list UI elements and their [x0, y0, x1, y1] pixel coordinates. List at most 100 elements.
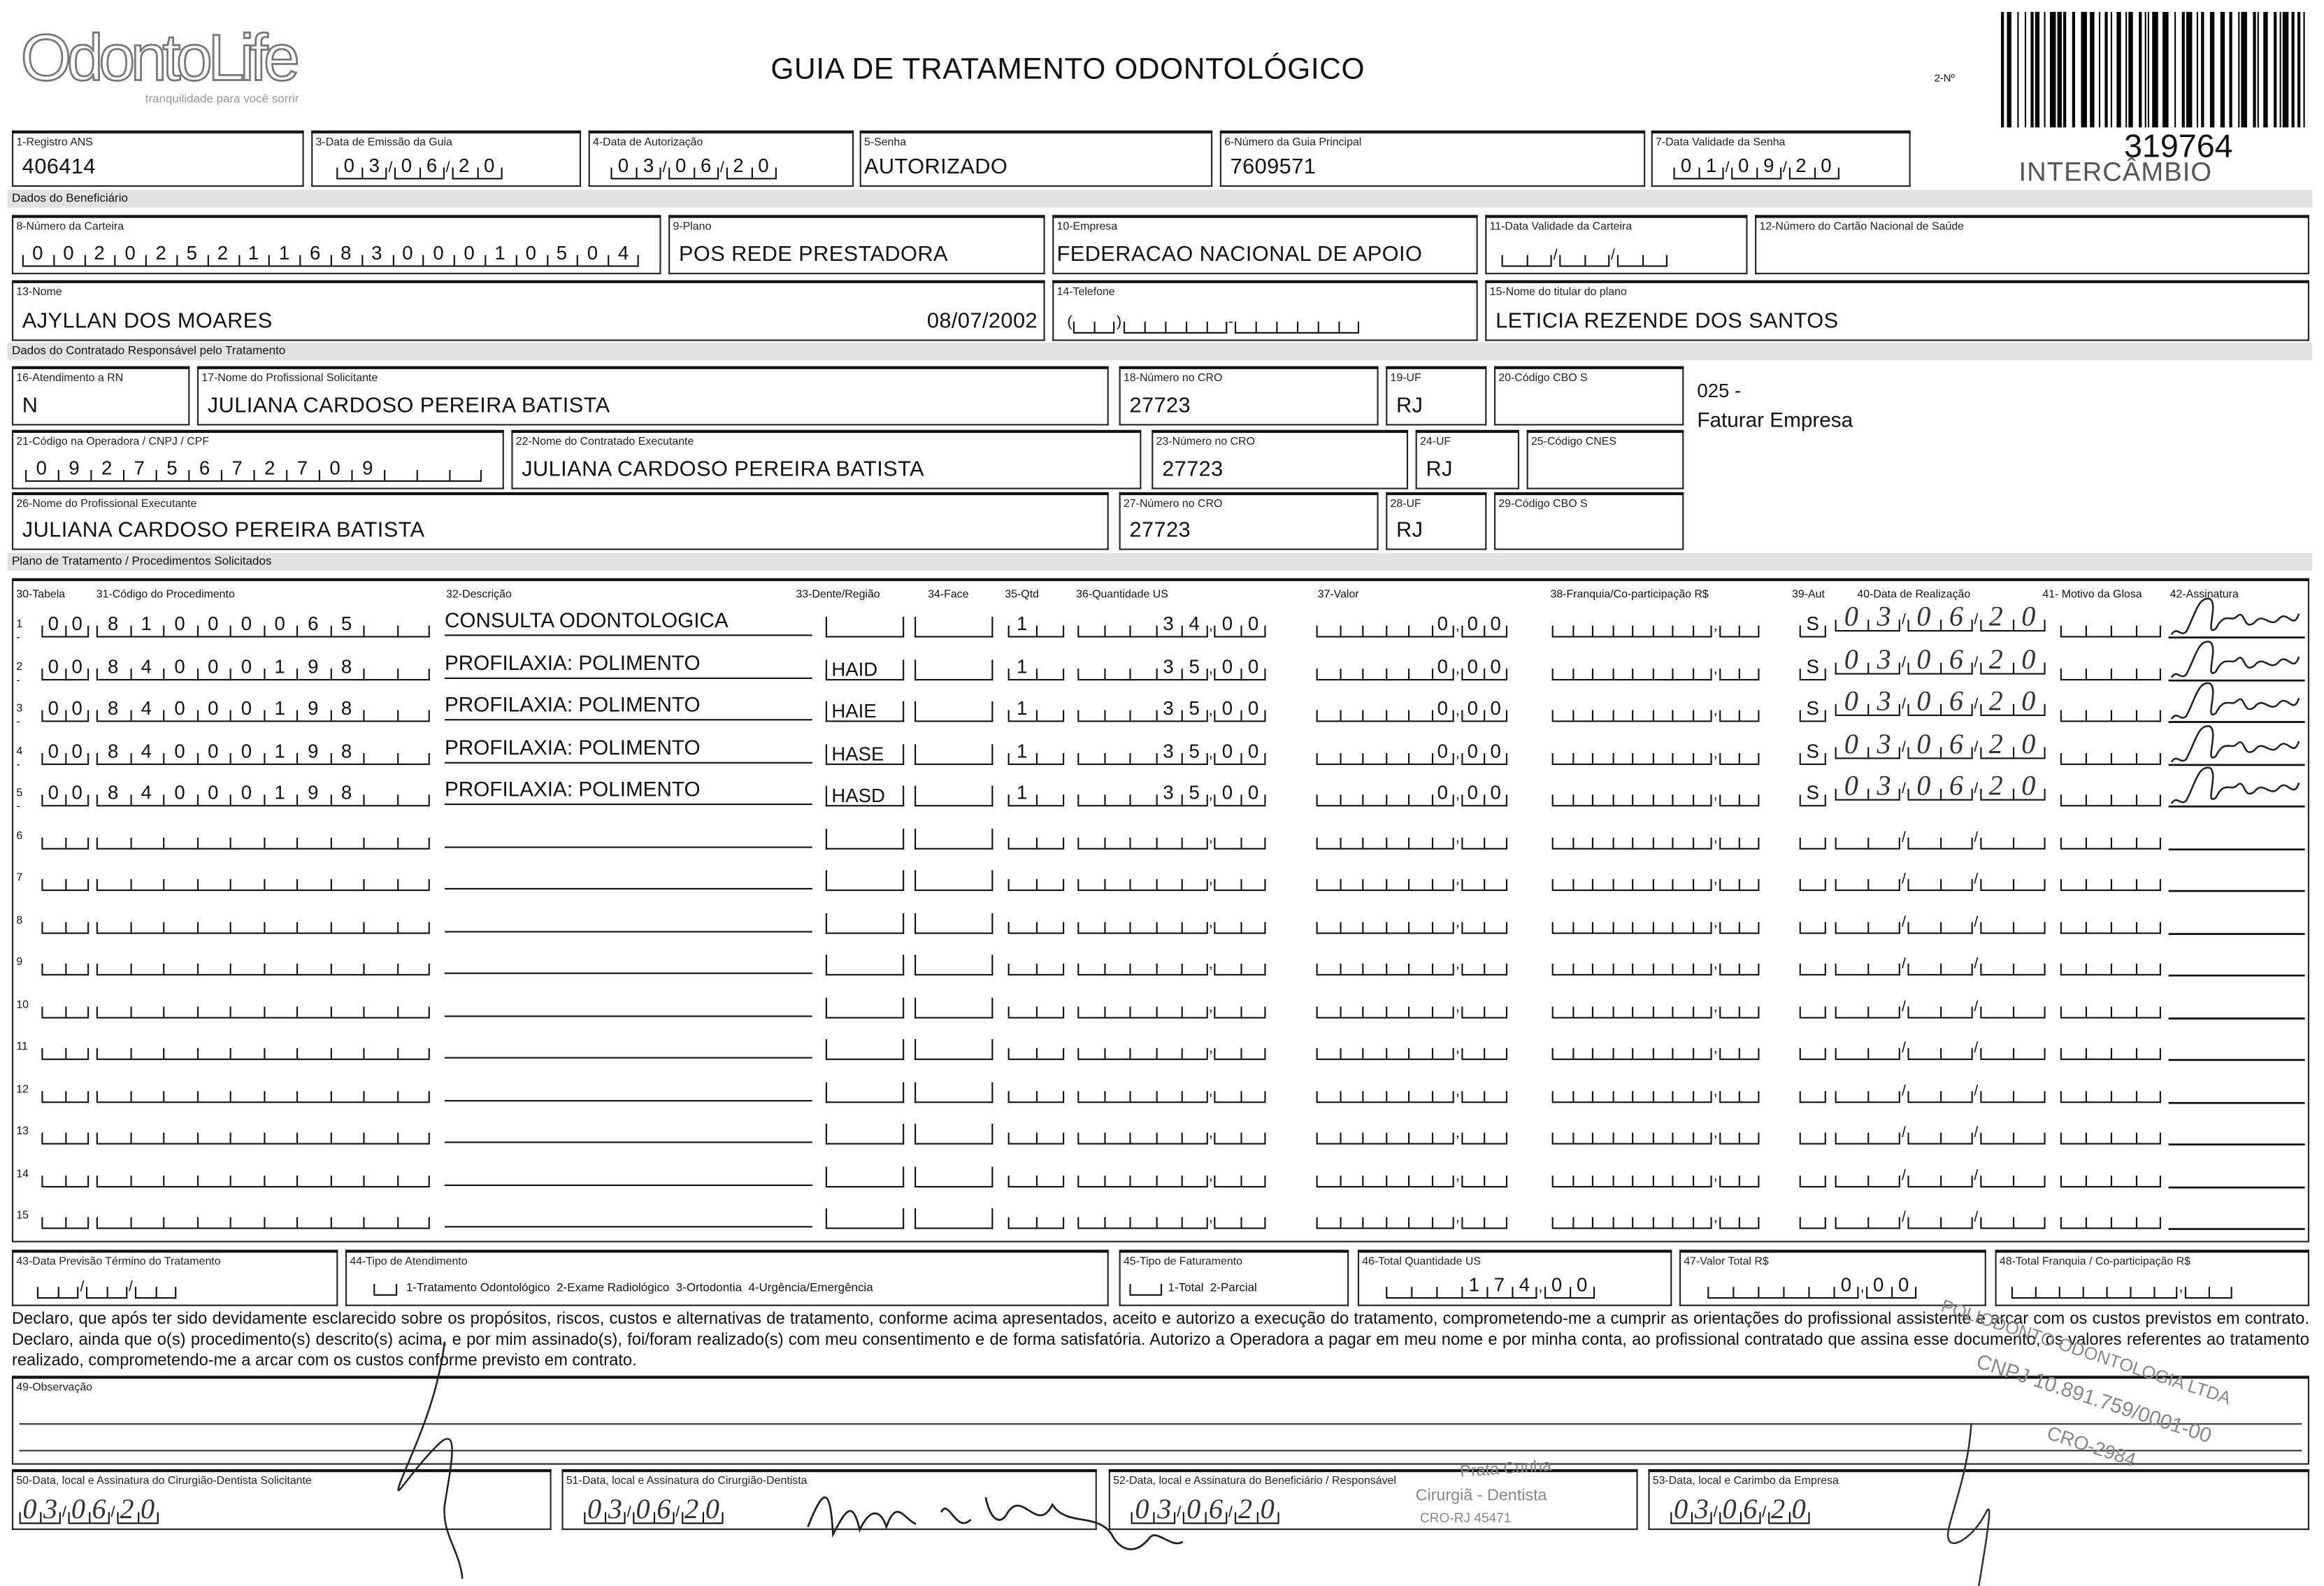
- glosa-field[interactable]: [2060, 1076, 2161, 1103]
- qtd-us-field[interactable]: ,: [1077, 822, 1267, 849]
- assinatura-solicitante-field[interactable]: 50-Data, local e Assinatura do Cirurgião…: [11, 1469, 552, 1530]
- qtd-field[interactable]: 1: [1007, 610, 1065, 638]
- dente-field[interactable]: [825, 1208, 905, 1229]
- signature-line[interactable]: [2165, 1142, 2306, 1192]
- dente-field[interactable]: [825, 616, 905, 638]
- dente-field[interactable]: [825, 996, 905, 1018]
- profissional-solicitante-field[interactable]: 17-Nome do Profissional Solicitante JULI…: [196, 366, 1109, 426]
- tipo-faturamento-field[interactable]: 45-Tipo de Faturamento 1-Total 2-Parcial: [1119, 1250, 1349, 1306]
- dente-field[interactable]: [825, 912, 905, 934]
- face-field[interactable]: [914, 1166, 994, 1187]
- signature[interactable]: [2165, 720, 2306, 770]
- qtd-field[interactable]: [1007, 949, 1065, 976]
- tabela-field[interactable]: [41, 991, 89, 1018]
- qtd-us-field[interactable]: ,: [1077, 1034, 1267, 1060]
- registro-ans-field[interactable]: 1-Registro ANS 406414: [11, 130, 304, 187]
- franquia-field[interactable]: ,: [1551, 906, 1759, 934]
- face-field[interactable]: [914, 701, 994, 722]
- dente-field[interactable]: HASE: [825, 743, 905, 764]
- signature[interactable]: [2165, 635, 2306, 685]
- valor-field[interactable]: ,: [1316, 949, 1507, 976]
- glosa-field[interactable]: [2060, 695, 2161, 722]
- franquia-field[interactable]: ,: [1551, 610, 1759, 638]
- face-field[interactable]: [914, 1123, 994, 1145]
- nome-field[interactable]: 13-Nome AJYLLAN DOS MOARES 08/07/2002: [11, 280, 1045, 341]
- face-field[interactable]: [914, 955, 994, 976]
- qtd-field[interactable]: [1007, 864, 1065, 892]
- plano-field[interactable]: 9-Plano POS REDE PRESTADORA: [668, 215, 1045, 275]
- signature-line[interactable]: [2165, 889, 2306, 939]
- qtd-field[interactable]: [1007, 906, 1065, 934]
- glosa-field[interactable]: [2060, 653, 2161, 680]
- valor-field[interactable]: ,: [1316, 864, 1507, 892]
- aut-field[interactable]: [1799, 1076, 1826, 1103]
- dente-field[interactable]: [825, 828, 905, 849]
- descricao-field[interactable]: [444, 862, 812, 890]
- dente-field[interactable]: [825, 1039, 905, 1060]
- glosa-field[interactable]: [2060, 1202, 2161, 1229]
- aut-field[interactable]: [1799, 949, 1826, 976]
- face-field[interactable]: [914, 870, 994, 892]
- total-franquia-field[interactable]: 48-Total Franquia / Co-participação R$ ,: [1995, 1250, 2309, 1306]
- descricao-field[interactable]: [444, 903, 812, 932]
- codigo-field[interactable]: [96, 949, 430, 976]
- valor-field[interactable]: ,: [1316, 1076, 1507, 1103]
- codigo-field[interactable]: [96, 1160, 430, 1187]
- empresa-field[interactable]: 10-Empresa FEDERACAO NACIONAL DE APOIO: [1052, 215, 1478, 275]
- codigo-field[interactable]: [96, 1034, 430, 1060]
- aut-field[interactable]: [1799, 906, 1826, 934]
- uf-executante-field[interactable]: 28-UF RJ: [1386, 492, 1487, 550]
- codigo-field[interactable]: [96, 906, 430, 934]
- franquia-field[interactable]: ,: [1551, 1117, 1759, 1145]
- glosa-field[interactable]: [2060, 949, 2161, 976]
- cnes-field[interactable]: 25-Código CNES: [1526, 429, 1684, 490]
- dente-field[interactable]: HASD: [825, 785, 905, 807]
- codigo-field[interactable]: [96, 864, 430, 892]
- uf-contratado-field[interactable]: 24-UF RJ: [1415, 429, 1519, 490]
- face-field[interactable]: [914, 828, 994, 849]
- data-realizacao-field[interactable]: / /: [1835, 1034, 2045, 1060]
- qtd-us-field[interactable]: ,: [1077, 1160, 1267, 1187]
- data-realizacao-field[interactable]: / /: [1835, 991, 2045, 1018]
- data-realizacao-field[interactable]: 0 3/0 6/2 0: [1835, 603, 2045, 631]
- codigo-field[interactable]: [96, 991, 430, 1018]
- face-field[interactable]: [914, 912, 994, 934]
- signature-line[interactable]: [2165, 804, 2306, 855]
- signature[interactable]: [2165, 762, 2306, 813]
- franquia-field[interactable]: ,: [1551, 780, 1759, 807]
- uf-solicitante-field[interactable]: 19-UF RJ: [1386, 366, 1487, 426]
- face-field[interactable]: [914, 1039, 994, 1060]
- glosa-field[interactable]: [2060, 864, 2161, 892]
- codigo-field[interactable]: [96, 1076, 430, 1103]
- signature-line[interactable]: [2165, 1058, 2306, 1108]
- face-field[interactable]: [914, 659, 994, 680]
- codigo-field[interactable]: [96, 1202, 430, 1229]
- valor-field[interactable]: ,: [1316, 1202, 1507, 1229]
- cro-executante-field[interactable]: 27-Número no CRO 27723: [1119, 492, 1379, 550]
- descricao-field[interactable]: [444, 1199, 812, 1228]
- glosa-field[interactable]: [2060, 991, 2161, 1018]
- tabela-field[interactable]: [41, 1076, 89, 1103]
- signature[interactable]: [2165, 678, 2306, 728]
- dente-field[interactable]: [825, 870, 905, 892]
- data-realizacao-field[interactable]: 0 3/0 6/2 0: [1835, 730, 2045, 758]
- data-realizacao-field[interactable]: / /: [1835, 822, 2045, 849]
- descricao-field[interactable]: PROFILAXIA: POLIMENTO: [444, 650, 812, 678]
- aut-field[interactable]: [1799, 822, 1826, 849]
- tipo-atendimento-field[interactable]: 44-Tipo de Atendimento 1-Tratamento Odon…: [345, 1250, 1109, 1306]
- titular-field[interactable]: 15-Nome do titular do plano LETICIA REZE…: [1485, 280, 2309, 341]
- qtd-field[interactable]: 1: [1007, 738, 1065, 764]
- signature-line[interactable]: [2165, 931, 2306, 981]
- aut-field[interactable]: S: [1799, 738, 1826, 764]
- franquia-field[interactable]: ,: [1551, 991, 1759, 1018]
- glosa-field[interactable]: [2060, 1160, 2161, 1187]
- valor-field[interactable]: ,: [1316, 1160, 1507, 1187]
